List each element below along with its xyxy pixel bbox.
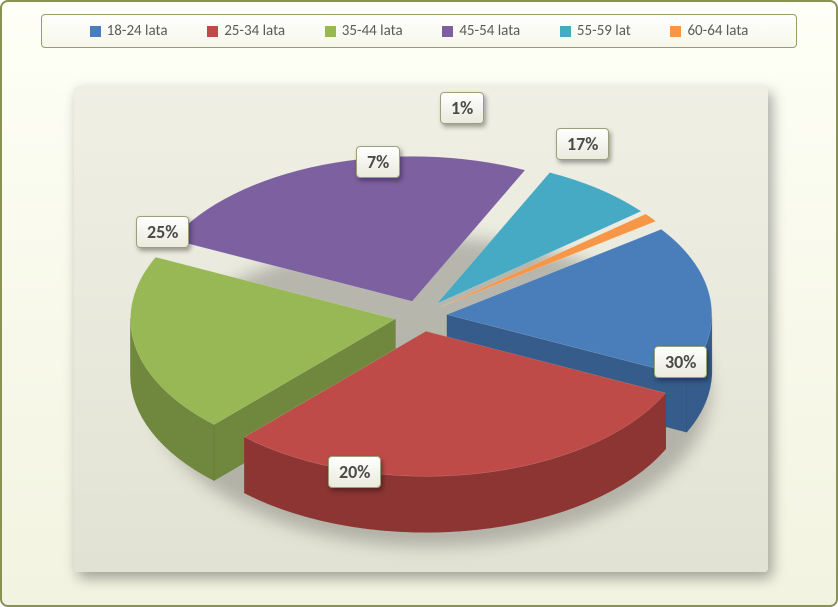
legend-swatch (325, 26, 336, 37)
legend-item: 25-34 lata (207, 22, 285, 40)
datalabel-35-44: 20% (328, 456, 381, 488)
chart-frame: 18-24 lata 25-34 lata 35-44 lata 45-54 l… (0, 0, 838, 607)
datalabel-18-24: 17% (556, 128, 609, 160)
legend-swatch (670, 26, 681, 37)
datalabel-45-54: 25% (136, 216, 189, 248)
legend-swatch (442, 26, 453, 37)
legend-item: 35-44 lata (325, 22, 403, 40)
legend-label: 60-64 lata (687, 22, 748, 40)
legend-item: 18-24 lata (90, 22, 168, 40)
legend-label: 35-44 lata (342, 22, 403, 40)
legend-swatch (560, 26, 571, 37)
legend-label: 45-54 lata (459, 22, 520, 40)
legend-item: 55-59 lat (560, 22, 631, 40)
datalabel-55-59: 7% (356, 146, 400, 178)
legend-swatch (90, 26, 101, 37)
datalabel-25-34: 30% (654, 346, 707, 378)
datalabel-60-64: 1% (440, 92, 484, 124)
legend-label: 18-24 lata (107, 22, 168, 40)
plot-area: 17% 30% 20% 25% 7% 1% (74, 86, 768, 572)
legend-swatch (207, 26, 218, 37)
legend-item: 45-54 lata (442, 22, 520, 40)
legend-label: 25-34 lata (224, 22, 285, 40)
pie-chart (74, 86, 768, 572)
legend-label: 55-59 lat (577, 22, 631, 40)
legend-item: 60-64 lata (670, 22, 748, 40)
legend: 18-24 lata 25-34 lata 35-44 lata 45-54 l… (41, 14, 797, 48)
